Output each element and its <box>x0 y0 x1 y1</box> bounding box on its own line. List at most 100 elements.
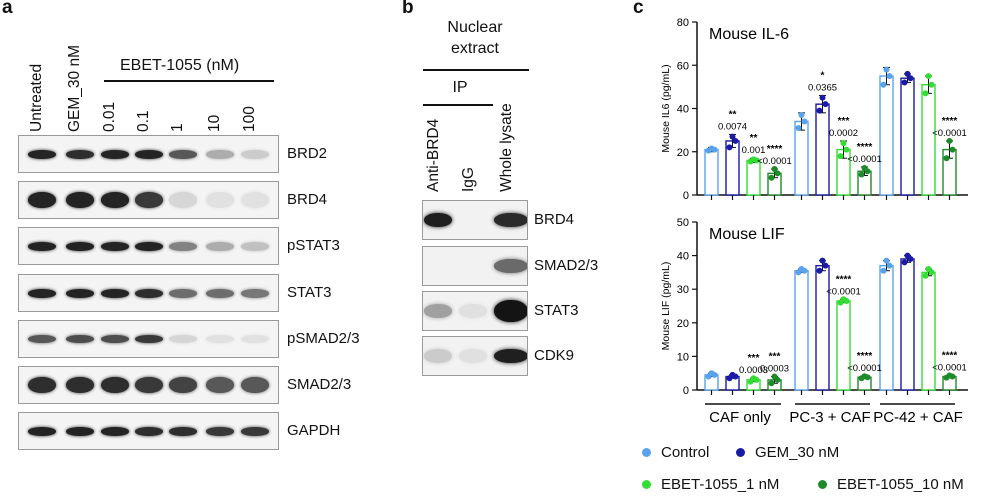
bar <box>746 379 761 391</box>
band <box>135 149 163 159</box>
band <box>66 377 94 393</box>
ebet-dose-bracket <box>104 80 274 82</box>
significance-stars: **** <box>836 274 852 285</box>
band <box>101 426 129 436</box>
lane-label-0-1: 0.1 <box>135 110 152 132</box>
blot-label: STAT3 <box>287 284 332 301</box>
data-point <box>843 146 850 153</box>
blot-label: SMAD2/3 <box>534 257 599 274</box>
data-point <box>750 375 757 382</box>
bar <box>900 258 915 391</box>
band <box>169 288 197 298</box>
data-point <box>750 156 757 163</box>
bar <box>836 300 851 391</box>
blot-label: SMAD2/3 <box>287 376 352 393</box>
data-point <box>858 171 865 178</box>
band <box>206 335 234 343</box>
band <box>241 377 269 393</box>
data-point <box>864 168 871 175</box>
p-value: 0.001 <box>742 145 766 156</box>
data-point <box>732 373 739 380</box>
data-point <box>816 107 823 114</box>
blot-brd2 <box>18 135 279 173</box>
lane-label-anti-brd4: Anti-BRD4 <box>425 118 442 192</box>
bar <box>942 148 957 196</box>
data-point <box>795 124 802 131</box>
p-value: 0.0003 <box>760 364 789 375</box>
blot-label: GAPDH <box>287 422 341 439</box>
y-tick-label: 20 <box>677 147 689 159</box>
data-point <box>922 90 929 97</box>
lane-label-untreated: Untreated <box>28 63 45 132</box>
significance-stars: *** <box>748 353 760 364</box>
ip-label: IP <box>452 79 468 96</box>
data-point <box>798 266 805 273</box>
bar <box>857 170 872 196</box>
group-label-pc-42-caf: PC-42 + CAF <box>873 409 963 426</box>
nuclear-extract-label: Nuclear extract <box>447 19 503 57</box>
data-point <box>705 373 712 380</box>
data-point <box>732 137 739 144</box>
band <box>206 192 234 208</box>
data-point <box>880 81 887 88</box>
legend-swatch <box>642 447 651 457</box>
data-point <box>901 79 908 86</box>
y-tick-label: 50 <box>677 217 689 229</box>
data-point <box>708 370 715 377</box>
data-point <box>705 147 712 154</box>
data-point <box>840 140 847 147</box>
data-point <box>883 66 890 73</box>
data-point <box>729 371 736 378</box>
band <box>66 241 94 251</box>
group-label-caf-only: CAF only <box>709 409 771 426</box>
data-point <box>747 158 754 165</box>
bar <box>794 270 809 391</box>
band <box>494 349 527 363</box>
bar <box>815 103 830 196</box>
data-point <box>726 144 733 151</box>
p-value: <0.0001 <box>847 363 882 374</box>
y-tick-label: 0 <box>683 190 689 202</box>
data-point <box>729 133 736 140</box>
data-point <box>822 262 829 269</box>
p-value: 0.0365 <box>808 83 837 94</box>
legend-swatch <box>736 447 745 457</box>
data-point <box>925 73 932 80</box>
y-tick-label: 10 <box>677 351 689 363</box>
chart-mouse-lif: 0 10 20 30 40 50 Mouse LIF Mouse LIF (pg/mL) ***… <box>660 217 968 397</box>
band <box>66 149 94 159</box>
data-point <box>864 374 871 381</box>
panel-c-label: c <box>633 0 644 18</box>
bar <box>704 374 719 391</box>
blot-label: BRD4 <box>534 211 575 228</box>
band <box>169 377 197 393</box>
data-point <box>837 153 844 160</box>
p-value: <0.0001 <box>932 128 967 139</box>
legend-label: EBET-1055_1 nM <box>661 476 780 493</box>
band <box>169 241 197 251</box>
p-value: 0.0002 <box>829 128 858 139</box>
bar <box>900 77 915 196</box>
bar <box>794 120 809 196</box>
band <box>459 349 487 363</box>
p-value: <0.0001 <box>826 286 861 297</box>
data-point <box>904 70 911 77</box>
band <box>66 288 94 298</box>
lane-label-gem-30-nm: GEM_30 nM <box>66 44 83 132</box>
y-tick-label: 20 <box>677 318 689 330</box>
band <box>135 426 163 436</box>
legend-label: EBET-1055_10 nM <box>837 476 964 493</box>
chart-title: Mouse IL-6 <box>709 26 789 43</box>
data-point <box>822 101 829 108</box>
y-tick-label: 40 <box>677 104 689 116</box>
band <box>206 377 234 393</box>
bar <box>767 379 782 391</box>
data-point <box>901 259 908 266</box>
nuclear-extract-bracket <box>423 69 529 71</box>
band <box>28 288 56 298</box>
blot-label: pSMAD2/3 <box>287 330 360 347</box>
significance-stars: ** <box>750 133 758 144</box>
blot-label: BRD4 <box>287 191 328 208</box>
band <box>135 192 163 208</box>
data-point <box>928 269 935 276</box>
